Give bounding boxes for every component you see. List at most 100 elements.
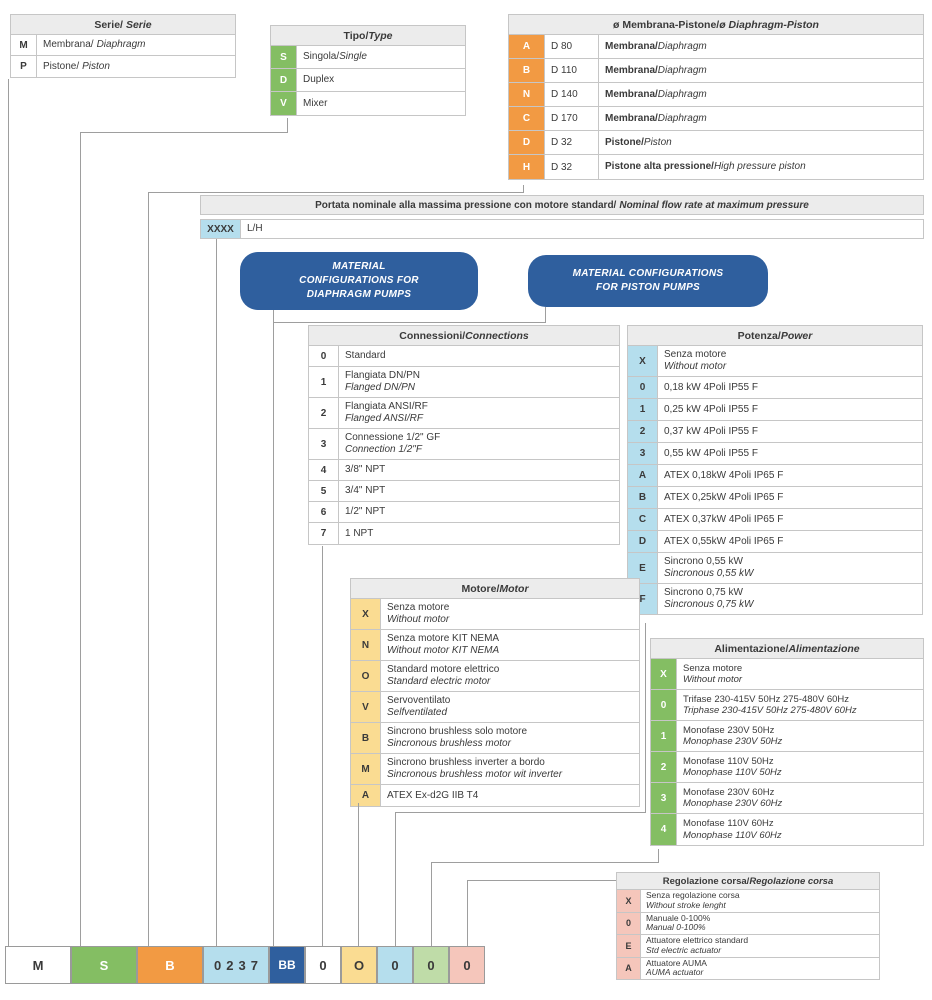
code-cell: V bbox=[271, 92, 297, 115]
description-it: Senza motore bbox=[683, 662, 743, 674]
diaphragm-piston-row: N D 140 Membrana/Diaphragm bbox=[509, 83, 923, 107]
code-cell: A bbox=[617, 957, 641, 980]
tipo-rows: S Singola/Single D Duplex V Mixer bbox=[271, 46, 465, 115]
description-en: Without motor bbox=[664, 361, 727, 372]
code-cell: 2 bbox=[651, 752, 677, 782]
description-cell: 0,18 kW 4Poli IP55 F bbox=[658, 377, 922, 398]
description-it: Membrana/ bbox=[605, 112, 658, 124]
connector-line bbox=[80, 132, 81, 946]
code-cell: 7 bbox=[309, 523, 339, 544]
code-cell: 1 bbox=[651, 721, 677, 751]
connector-line bbox=[545, 307, 546, 323]
flow-rate-header: Portata nominale alla massima pressione … bbox=[200, 195, 924, 215]
description-cell: ATEX 0,18kW 4Poli IP65 F bbox=[658, 465, 922, 486]
description-it: Senza regolazione corsa bbox=[646, 890, 740, 900]
connector-line bbox=[395, 812, 396, 946]
header-text-it: Serie/ bbox=[94, 18, 123, 31]
description-it: 0,18 kW 4Poli IP55 F bbox=[664, 381, 758, 393]
description-en: Sincronous brushless motor bbox=[387, 738, 511, 749]
description-en: Flanged DN/PN bbox=[345, 382, 416, 393]
description-cell: Standard bbox=[339, 346, 619, 366]
description-it: Membrana/ bbox=[605, 64, 658, 76]
motor-table-header: Motore/Motor bbox=[351, 579, 639, 599]
code-segment-stroke: 0 bbox=[449, 946, 485, 984]
connections-row: 5 3/4" NPT bbox=[309, 481, 619, 502]
description-it: Trifase 230-415V 50Hz 275-480V 60Hz bbox=[683, 693, 849, 705]
connector-line bbox=[322, 546, 323, 946]
description-cell: 0,55 kW 4Poli IP55 F bbox=[658, 443, 922, 464]
description-it: Membrana/ bbox=[605, 88, 658, 100]
code-cell: 3 bbox=[309, 429, 339, 459]
tipo-table: Tipo/Type S Singola/Single D Duplex bbox=[270, 25, 466, 116]
description-it: Standard motore elettrico bbox=[387, 664, 500, 675]
description-en: Piston bbox=[643, 136, 672, 148]
connector-line bbox=[216, 239, 217, 946]
description-en: Diaphragm bbox=[657, 64, 707, 76]
connector-line bbox=[431, 862, 659, 863]
diameter-cell: D 32 bbox=[545, 131, 599, 154]
description-en: Sincronous 0,55 kW bbox=[664, 568, 754, 579]
power-supply-row: 4 Monofase 110V 60Hz Monophase 110V 60Hz bbox=[651, 814, 923, 845]
code-segment-supply: 0 bbox=[413, 946, 449, 984]
description-cell: Mixer bbox=[297, 92, 465, 115]
connections-row: 4 3/8" NPT bbox=[309, 460, 619, 481]
connections-row: 7 1 NPT bbox=[309, 523, 619, 544]
description-it: Flangiata ANSI/RF bbox=[345, 401, 428, 412]
code-segment-diaphragm: B bbox=[137, 946, 203, 984]
code-cell: P bbox=[11, 56, 37, 77]
description-it: Membrana/ bbox=[43, 39, 94, 50]
header-text-en: Alimentazione bbox=[788, 642, 860, 655]
power-row: X Senza motore Without motor bbox=[628, 346, 922, 377]
description-cell: Flangiata DN/PN Flanged DN/PN bbox=[339, 367, 619, 397]
description-en: Standard electric motor bbox=[387, 676, 491, 687]
description-it: Servoventilato bbox=[387, 695, 451, 706]
motor-row: V Servoventilato Selfventilated bbox=[351, 692, 639, 723]
description-cell: Sincrono brushless inverter a bordo Sinc… bbox=[381, 754, 639, 784]
description-it: Senza motore bbox=[387, 602, 450, 613]
connections-table: Connessioni/Connections 0 Standard 1 Fla… bbox=[308, 325, 620, 545]
diaphragm-piston-row: H D 32 Pistone alta pressione/High press… bbox=[509, 155, 923, 179]
description-cell: Attuatore elettrico standard Std electri… bbox=[641, 935, 879, 957]
code-cell: D bbox=[628, 531, 658, 552]
diaphragm-piston-row: A D 80 Membrana/Diaphragm bbox=[509, 35, 923, 59]
description-cell: 0,37 kW 4Poli IP55 F bbox=[658, 421, 922, 442]
power-supply-row: X Senza motore Without motor bbox=[651, 659, 923, 690]
connector-line bbox=[148, 192, 524, 193]
description-cell: ATEX 0,37kW 4Poli IP65 F bbox=[658, 509, 922, 530]
stroke-adjustment-table-header: Regolazione corsa/Regolazione corsa bbox=[617, 873, 879, 890]
diaphragm-piston-row: C D 170 Membrana/Diaphragm bbox=[509, 107, 923, 131]
flow-rate-code-cell: XXXX bbox=[201, 220, 241, 238]
description-en: High pressure piston bbox=[713, 161, 806, 172]
description-it: Monofase 110V 60Hz bbox=[683, 818, 774, 830]
description-cell: Senza motore Without motor bbox=[677, 659, 923, 689]
diameter-cell: D 110 bbox=[545, 59, 599, 82]
description-cell: Senza motore Without motor bbox=[658, 346, 922, 376]
header-text-it: Portata nominale alla massima pressione … bbox=[315, 199, 617, 211]
code-cell: X bbox=[617, 890, 641, 912]
description-it: Pistone alta pressione/ bbox=[605, 161, 714, 172]
description-en: Diaphragm bbox=[657, 88, 707, 100]
material-config-diaphragm-badge: MATERIAL CONFIGURATIONS FOR DIAPHRAGM PU… bbox=[240, 252, 478, 310]
description-cell: 1 NPT bbox=[339, 523, 619, 544]
power-supply-row: 1 Monofase 230V 50Hz Monophase 230V 50Hz bbox=[651, 721, 923, 752]
description-en: Without stroke lenght bbox=[646, 899, 726, 910]
header-text-en: Motor bbox=[499, 582, 529, 595]
power-row: C ATEX 0,37kW 4Poli IP65 F bbox=[628, 509, 922, 531]
description-en: Piston bbox=[82, 60, 110, 72]
description-en: Selfventilated bbox=[387, 707, 448, 718]
code-cell: M bbox=[351, 754, 381, 784]
code-cell: 0 bbox=[628, 377, 658, 398]
description-cell: Senza motore KIT NEMA Without motor KIT … bbox=[381, 630, 639, 660]
description-cell: Flangiata ANSI/RF Flanged ANSI/RF bbox=[339, 398, 619, 428]
connector-line bbox=[80, 132, 288, 133]
description-it: 1 NPT bbox=[345, 527, 374, 539]
motor-row: M Sincrono brushless inverter a bordo Si… bbox=[351, 754, 639, 785]
code-segment-motor: O bbox=[341, 946, 377, 984]
tipo-row: V Mixer bbox=[271, 92, 465, 115]
code-cell: X bbox=[351, 599, 381, 629]
motor-row: B Sincrono brushless solo motore Sincron… bbox=[351, 723, 639, 754]
description-en: Sincronous brushless motor wit inverter bbox=[387, 769, 563, 780]
description-it: Monofase 230V 60Hz bbox=[683, 786, 775, 798]
header-text-it: Alimentazione/ bbox=[714, 642, 789, 655]
header-text-en: Nominal flow rate at maximum pressure bbox=[619, 199, 809, 211]
